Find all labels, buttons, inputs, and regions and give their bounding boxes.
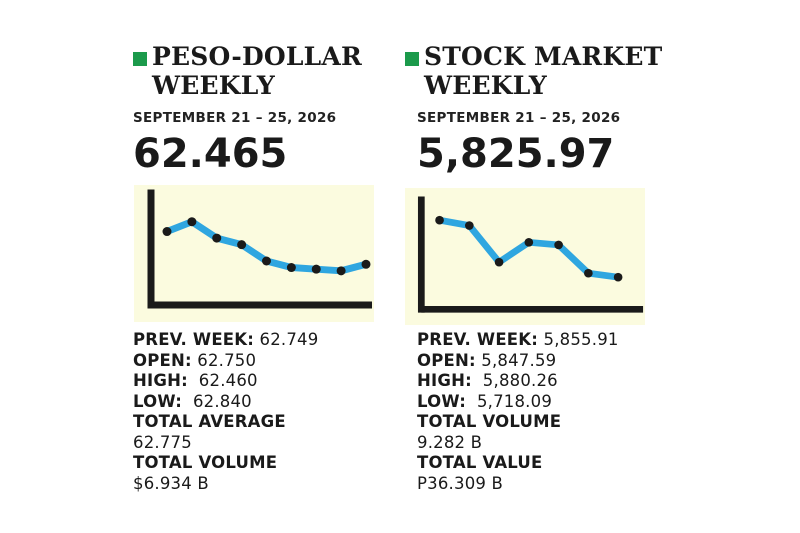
total-value-label: TOTAL VALUE xyxy=(417,453,543,472)
data-point-6 xyxy=(584,268,593,278)
total-volume-label: TOTAL VOLUME xyxy=(417,412,562,431)
data-point-8 xyxy=(336,266,346,276)
peso-dollar-title: PESO-DOLLAR WEEKLY xyxy=(152,42,362,100)
total-average-value: 62.775 xyxy=(133,432,192,452)
stock-market-title-line2: WEEKLY xyxy=(424,71,547,100)
stock-market-stats: PREV. WEEK: 5,855.91 OPEN: 5,847.59 HIGH… xyxy=(417,330,619,494)
open-value: 62.750 xyxy=(197,350,257,370)
stock-market-panel: STOCK MARKET WEEKLY SEPTEMBER 21 – 25, 2… xyxy=(405,0,675,533)
peso-dollar-value: 62.465 xyxy=(133,131,288,177)
open-label: OPEN: xyxy=(133,350,192,370)
total-volume-label: TOTAL VOLUME xyxy=(133,453,278,472)
stock-market-chart xyxy=(405,188,645,325)
data-point-7 xyxy=(613,272,623,282)
low-row: LOW: 5,718.09 xyxy=(417,392,619,413)
total-value-value: P36.309 B xyxy=(417,473,504,493)
data-point-1 xyxy=(435,215,444,225)
high-value: 62.460 xyxy=(198,371,258,390)
prev-week-row: PREV. WEEK: 62.749 xyxy=(133,330,318,351)
data-point-4 xyxy=(524,237,534,247)
data-point-4 xyxy=(237,240,247,250)
data-point-2 xyxy=(187,217,197,227)
peso-dollar-date: SEPTEMBER 21 – 25, 2026 xyxy=(133,110,337,126)
prev-week-label: PREV. WEEK: xyxy=(417,330,539,349)
peso-dollar-chart xyxy=(134,185,374,322)
data-point-6 xyxy=(286,263,296,273)
peso-dollar-title-line2: WEEKLY xyxy=(152,71,275,100)
open-row: OPEN: 5,847.59 xyxy=(417,351,619,372)
high-label: HIGH: xyxy=(417,371,472,390)
data-point-9 xyxy=(361,259,371,269)
series-line xyxy=(436,216,622,281)
low-value: 62.840 xyxy=(192,391,252,411)
total-volume-value: 9.282 B xyxy=(417,432,483,452)
prev-week-value: 62.749 xyxy=(259,330,319,349)
high-value: 5,880.26 xyxy=(482,371,558,390)
open-row: OPEN: 62.750 xyxy=(133,351,318,372)
high-row: HIGH: 62.460 xyxy=(133,371,318,392)
low-row: LOW: 62.840 xyxy=(133,392,318,413)
data-point-5 xyxy=(554,240,563,250)
data-point-2 xyxy=(465,221,474,230)
high-row: HIGH: 5,880.26 xyxy=(417,371,619,392)
stock-market-value: 5,825.97 xyxy=(417,131,615,177)
low-label: LOW: xyxy=(417,391,467,411)
stock-market-title: STOCK MARKET WEEKLY xyxy=(424,42,662,100)
stock-market-title-line1: STOCK MARKET xyxy=(424,42,663,71)
open-label: OPEN: xyxy=(417,350,476,370)
data-point-3 xyxy=(212,233,222,243)
data-point-3 xyxy=(494,257,504,267)
peso-dollar-stats: PREV. WEEK: 62.749 OPEN: 62.750 HIGH: 62… xyxy=(133,330,318,494)
low-label: LOW: xyxy=(133,391,183,411)
data-point-5 xyxy=(262,256,271,266)
green-square-marker-icon xyxy=(405,52,419,66)
total-average-label: TOTAL AVERAGE xyxy=(133,412,286,431)
open-value: 5,847.59 xyxy=(481,350,557,370)
data-point-1 xyxy=(162,227,172,237)
low-value: 5,718.09 xyxy=(476,391,553,411)
peso-dollar-panel: PESO-DOLLAR WEEKLY SEPTEMBER 21 – 25, 20… xyxy=(133,0,383,533)
stock-market-date: SEPTEMBER 21 – 25, 2026 xyxy=(417,110,621,126)
data-point-7 xyxy=(311,264,321,274)
prev-week-value: 5,855.91 xyxy=(543,330,619,349)
green-square-marker-icon xyxy=(133,52,147,66)
total-volume-value: $6.934 B xyxy=(133,473,209,493)
prev-week-row: PREV. WEEK: 5,855.91 xyxy=(417,330,619,351)
peso-dollar-title-line1: PESO-DOLLAR xyxy=(152,42,362,71)
high-label: HIGH: xyxy=(133,371,188,390)
prev-week-label: PREV. WEEK: xyxy=(133,330,255,349)
